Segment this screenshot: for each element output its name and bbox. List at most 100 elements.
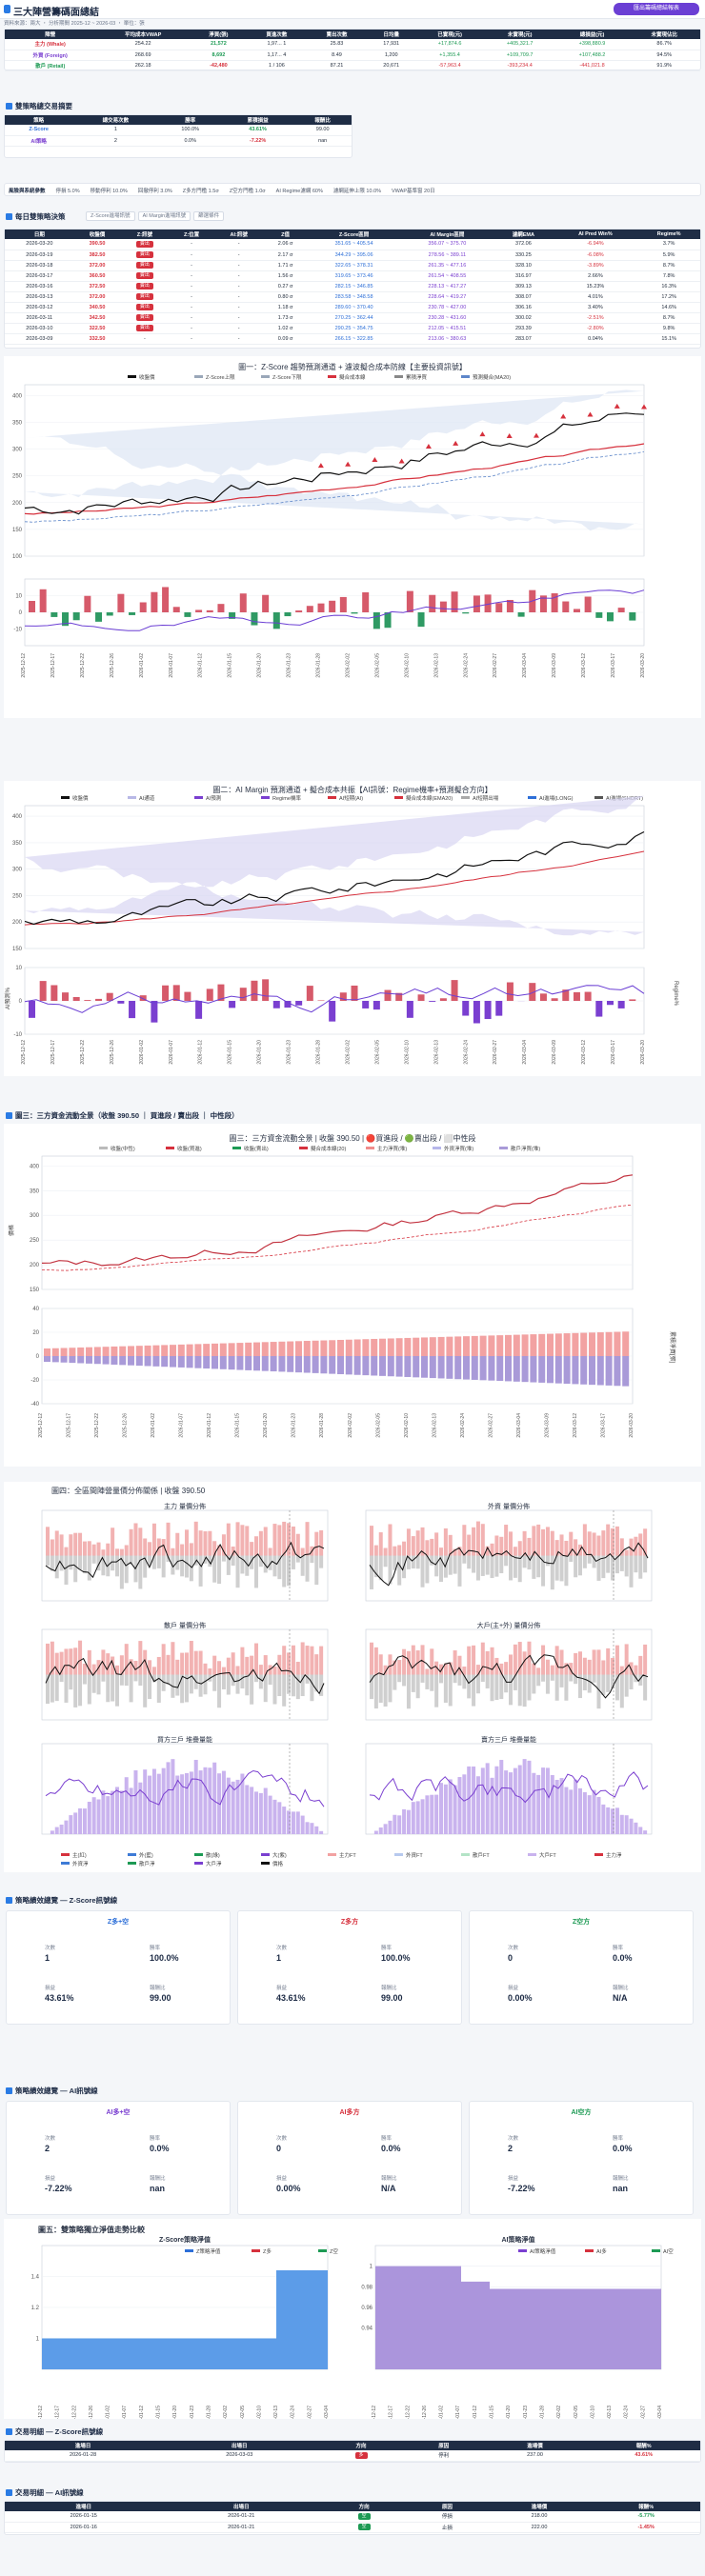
- c3-net-bar-pos: [463, 1336, 470, 1356]
- c1-flow-bar: [517, 612, 525, 617]
- c4-vol-bar-neg: [212, 1555, 217, 1583]
- c4-vol-bar-neg: [541, 1674, 546, 1682]
- cell-value: 254.22: [134, 41, 151, 48]
- c4-vol-bar-pos: [494, 1535, 499, 1556]
- table-row[interactable]: 2026-03-12 340.50 賣出 - -1.18 σ 289.60 ~ 370.4…: [5, 302, 700, 313]
- c4-stack-bar: [402, 1808, 407, 1834]
- cell-value: 賣出: [135, 293, 153, 300]
- c4-vol-bar-pos: [485, 1546, 490, 1556]
- table-cell: 2026-01-15: [5, 2511, 163, 2523]
- tab-0[interactable]: Z-Score進場訊號: [86, 211, 135, 221]
- c4-legend-swatch: [328, 1853, 336, 1856]
- table-row[interactable]: 外資 (Foreign) 268.69 8,692 1,17... 4 8.49 1,20…: [5, 50, 700, 61]
- table-cell: 43.61%: [221, 125, 294, 136]
- c3-net-bar-neg: [77, 1356, 85, 1364]
- c2-pred-bar: [439, 998, 447, 1001]
- c5r-date-tick: 2026-03-04: [657, 2406, 663, 2419]
- table-cell: 322.65 ~ 378.31: [307, 260, 401, 271]
- c4-vol-bar-neg: [240, 1555, 245, 1574]
- table-row[interactable]: 2026-03-19 382.50 賣出 - -2.17 σ 344.29 ~ 395.0…: [5, 250, 700, 261]
- table-row[interactable]: 2026-03-20 390.50 賣出 - -2.06 σ 351.65 ~ 405.5…: [5, 239, 700, 250]
- cell-value: 賣出: [135, 251, 153, 258]
- c4-vol-bar-neg: [138, 1555, 143, 1589]
- c1-flow-bar: [629, 612, 636, 621]
- c2-pred-bar: [106, 992, 113, 1001]
- column-header: 陣營: [5, 30, 96, 39]
- c2-pred-bar: [529, 983, 536, 1001]
- c3-net-bar-pos: [580, 1332, 588, 1356]
- c4-vol-bar-pos: [522, 1651, 527, 1675]
- table-row[interactable]: 2026-01-15 2026-01-21 空停損 218.00 -5.77%: [5, 2511, 700, 2523]
- cell-value: 230.28 ~ 431.60: [428, 314, 467, 321]
- table-row[interactable]: 2026-03-18 372.00 賣出 - -1.71 σ 322.65 ~ 378.3…: [5, 260, 700, 271]
- c4-vol-bar-neg: [115, 1555, 119, 1577]
- c1-flow-bar: [39, 589, 47, 612]
- c2-date-tick: 2026-01-02: [139, 1040, 145, 1065]
- c4-vol-bar-pos: [64, 1547, 69, 1556]
- c3-net-bar-pos: [144, 1345, 151, 1356]
- column-header: 報酬%: [587, 2441, 700, 2450]
- c3b-tick: -40: [30, 1402, 39, 1408]
- export-report-button[interactable]: 匯出籌碼總結報表: [614, 3, 699, 15]
- c4-vol-bar-neg: [291, 1555, 295, 1569]
- cell-value: 382.50: [89, 251, 106, 258]
- c4-stack-bar: [467, 1766, 472, 1834]
- c1-signal-marker: [372, 456, 378, 462]
- table-row[interactable]: 2026-03-09 332.50- - -0.09 σ 266.15 ~ 322.85…: [5, 333, 700, 345]
- table-row[interactable]: 2026-01-28 2026-03-03 多停利 237.00 43.61%: [5, 2450, 700, 2462]
- c4-vol-bar-pos: [119, 1548, 124, 1556]
- c2-pred-bar: [573, 991, 580, 1001]
- table-row[interactable]: 2026-03-16 372.50 賣出 - -0.27 σ 282.15 ~ 346.8…: [5, 281, 700, 292]
- chart-3-title: 圖三：三方資金流動全景 | 收盤 390.50 | 🔴買進段 / 🟢賣出段 / …: [229, 1134, 476, 1143]
- c2-pred-bar: [50, 985, 58, 1001]
- tab-2[interactable]: 篩選條件: [193, 211, 225, 221]
- table-row[interactable]: 2026-01-16 2026-01-21 空止損 222.00 -1.45%: [5, 2522, 700, 2533]
- stat-value: 0.0%: [381, 2144, 401, 2153]
- c3-net-bar-neg: [194, 1356, 202, 1368]
- table-cell: 17,931: [367, 39, 416, 50]
- c4-stack-bar: [393, 1814, 397, 1834]
- cell-value: 289.60 ~ 370.40: [334, 304, 373, 310]
- table-row[interactable]: 主力 (Whale) 254.22 21,572 1,97... 1 25.83 17,9…: [5, 39, 700, 50]
- table-row[interactable]: 2026-03-13 372.00 賣出 - -0.80 σ 283.58 ~ 348.5…: [5, 291, 700, 303]
- table-row[interactable]: 2026-03-11 342.50 賣出 - -1.73 σ 270.25 ~ 362.4…: [5, 312, 700, 324]
- tab-1[interactable]: AI Margin進場訊號: [137, 211, 191, 221]
- c4-legend-label: 主(紅): [72, 1851, 87, 1859]
- c4-vol-bar-neg: [46, 1674, 50, 1705]
- c4-vol-bar-neg: [475, 1555, 480, 1581]
- cell-value: -: [191, 283, 193, 290]
- cell-value: 2026-01-21: [228, 2513, 255, 2520]
- c2-pred-bar: [606, 1001, 614, 1006]
- table-row[interactable]: AI策略 2 0.0% -7.22% nan: [5, 135, 352, 147]
- table-cell: 212.05 ~ 415.51: [400, 323, 494, 334]
- c4-vol-bar-neg: [258, 1555, 263, 1568]
- c4-vol-bar-pos: [536, 1524, 541, 1556]
- c4-panel-title: 散戶 量價分佈: [164, 1621, 206, 1629]
- c4-legend-swatch: [394, 1853, 403, 1856]
- table-row[interactable]: 散戶 (Retail) 262.18 -42,480 1 / 106 87.21 20,6…: [5, 60, 700, 71]
- table-row[interactable]: 2026-03-10 322.50 賣出 - -1.02 σ 290.25 ~ 354.7…: [5, 323, 700, 334]
- c1-channel-band: [25, 389, 644, 531]
- c4-stack-bar: [448, 1779, 453, 1834]
- c3-date-tick: 2026-02-27: [488, 1413, 494, 1438]
- daily-tabs: Z-Score進場訊號 AI Margin進場訊號 篩選條件: [86, 211, 227, 221]
- c4-vol-bar-neg: [277, 1555, 282, 1580]
- flow-icon: [6, 1112, 12, 1119]
- c4-vol-bar-pos: [124, 1644, 129, 1675]
- c1-flow-bar: [239, 593, 247, 612]
- c3-date-tick: 2026-01-12: [207, 1413, 212, 1438]
- column-header: 日期: [5, 230, 74, 239]
- table-row[interactable]: 2026-03-17 360.50 賣出 - -1.56 σ 319.65 ~ 373.4…: [5, 270, 700, 282]
- c5r-legend-swatch: [518, 2249, 527, 2252]
- c3-net-bar-pos: [93, 1347, 101, 1356]
- stat-card-head: AI空方: [571, 2109, 592, 2116]
- c1-flow-bar: [251, 612, 258, 626]
- c4-vol-bar-neg: [457, 1555, 462, 1587]
- table-cell: 261.54 ~ 408.55: [400, 270, 494, 282]
- column-header: Z:訊號: [120, 230, 170, 239]
- c3-net-bar-pos: [194, 1344, 202, 1356]
- c3-cost-line: [42, 1204, 634, 1271]
- table-row[interactable]: Z-Score 1 100.0% 43.61% 99.00: [5, 125, 352, 136]
- cell-value: 2026-01-28: [70, 2452, 97, 2459]
